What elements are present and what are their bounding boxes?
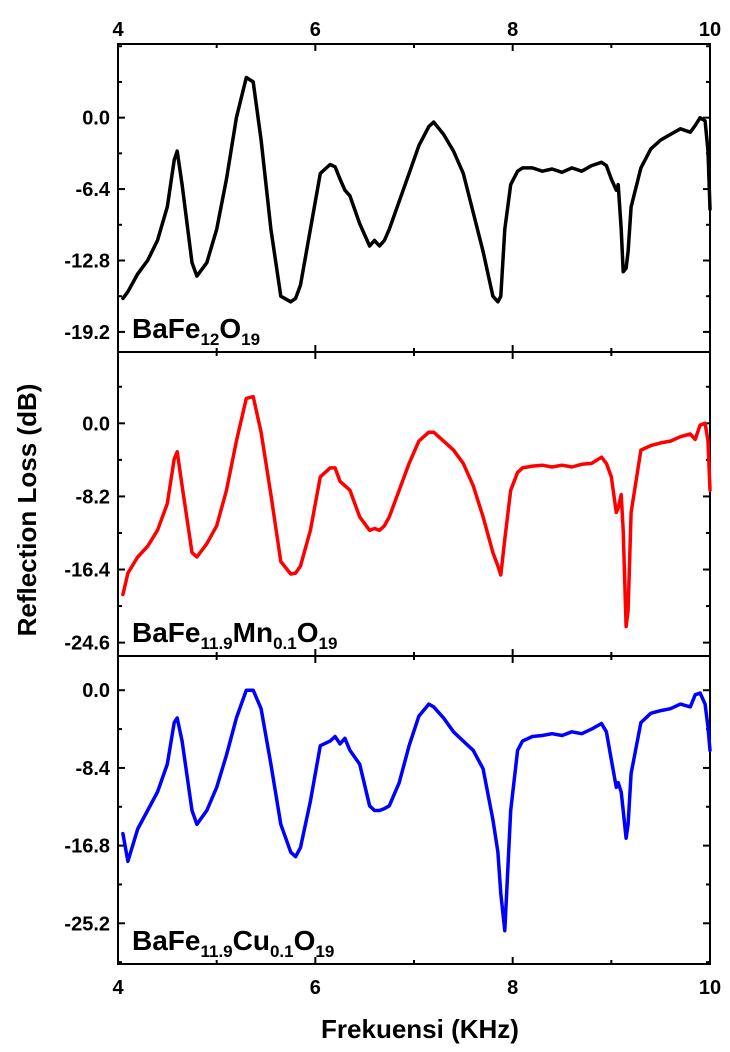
- x-tick-label-bottom: 8: [507, 977, 518, 999]
- panel-label: BaFe12O19: [132, 313, 260, 349]
- x-tick-label-top: 6: [310, 19, 321, 41]
- y-tick-label: -16.4: [64, 560, 110, 582]
- panel-label: BaFe11.9Mn0.1O19: [132, 617, 337, 653]
- y-tick-label: 0.0: [82, 680, 110, 702]
- y-tick-label: -8.4: [76, 758, 111, 780]
- x-tick-label-top: 10: [699, 19, 721, 41]
- y-tick-label: 0.0: [82, 108, 110, 130]
- x-tick-label-bottom: 4: [112, 977, 124, 999]
- x-axis-title: Frekuensi (KHz): [321, 1014, 519, 1044]
- y-tick-label: -24.6: [64, 633, 110, 655]
- y-tick-label: -19.2: [64, 322, 110, 344]
- x-axis: 4 4 6 6 8 8 10 10: [112, 19, 721, 999]
- panel-2: 0.0 -8.2 -16.4 -24.6 BaFe11.9Mn0.1O19: [64, 351, 712, 657]
- x-tick-label-bottom: 6: [310, 977, 321, 999]
- y-tick-label: -12.8: [64, 250, 110, 272]
- series-line: [121, 688, 712, 933]
- y-axis-title: Reflection Loss (dB): [12, 384, 42, 637]
- x-tick-label-top: 8: [507, 19, 518, 41]
- x-tick-label-bottom: 10: [699, 977, 721, 999]
- x-tick-label-top: 4: [112, 19, 124, 41]
- panels-layer: 0.0 -6.4 -12.8 -19.2 BaFe12O19 0.0 -8.2 -16.4 -2…: [64, 43, 712, 965]
- series-line: [121, 75, 712, 304]
- panel-frame: [117, 43, 711, 353]
- y-tick-label: -16.8: [64, 836, 110, 858]
- y-tick-label: 0.0: [82, 413, 110, 435]
- y-tick-label: -25.2: [64, 913, 110, 935]
- y-tick-label: -8.2: [76, 486, 110, 508]
- panel-3: 0.0 -8.4 -16.8 -25.2 BaFe11.9Cu0.1O19: [64, 655, 712, 965]
- y-tick-label: -6.4: [76, 179, 111, 201]
- panel-1: 0.0 -6.4 -12.8 -19.2 BaFe12O19: [64, 43, 712, 353]
- series-line: [121, 394, 712, 629]
- panel-label: BaFe11.9Cu0.1O19: [132, 925, 334, 961]
